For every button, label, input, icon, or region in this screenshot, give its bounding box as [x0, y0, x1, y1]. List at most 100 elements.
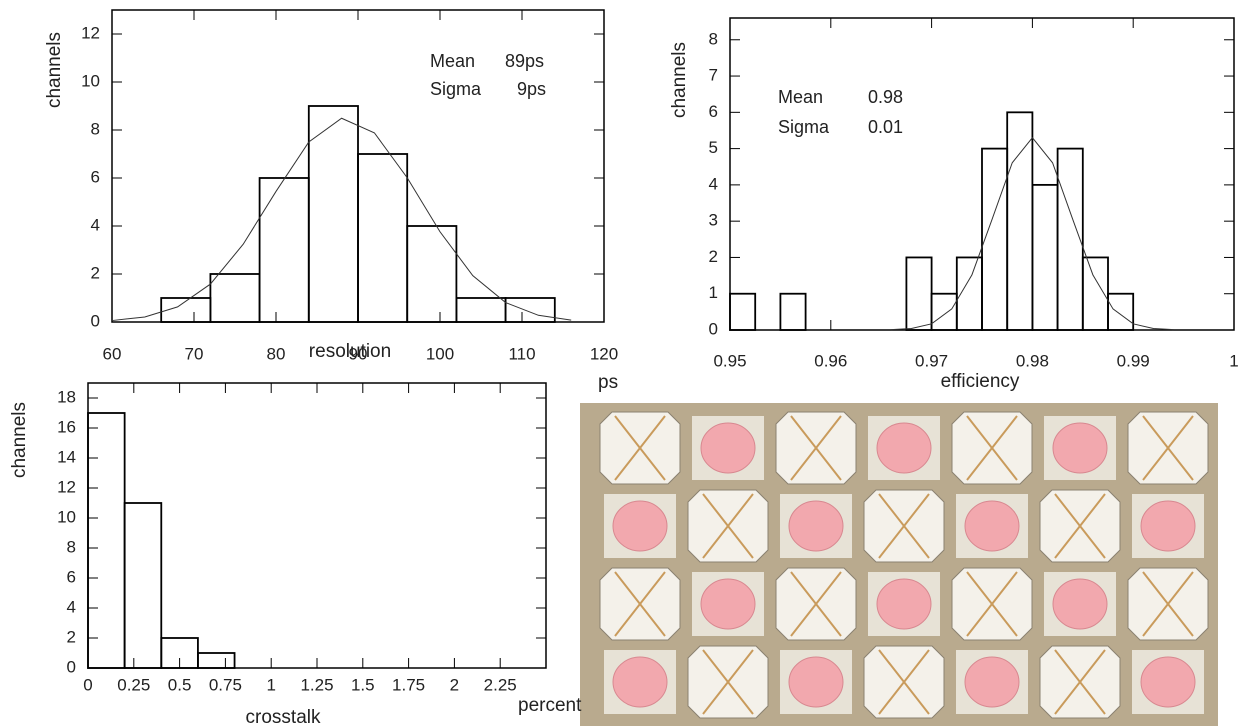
y-tick-label: 7 [709, 66, 718, 85]
photo-band [1142, 415, 1194, 481]
photo-band [614, 415, 666, 481]
fit-curve [111, 117, 572, 322]
y-tick-label: 8 [67, 537, 76, 556]
x-tick-label: 120 [590, 344, 618, 363]
y-axis-label: channels [44, 32, 65, 108]
annotation: 0.01 [868, 117, 903, 137]
x-tick-label: 2.25 [484, 675, 517, 694]
annotation: 89ps [505, 51, 544, 71]
histogram-bar [905, 256, 933, 331]
photo-fiber [1052, 422, 1108, 474]
y-tick-label: 8 [709, 29, 718, 48]
histogram-bar [1031, 183, 1059, 331]
photo-fiber [1140, 656, 1196, 708]
histogram-bar [1107, 292, 1135, 331]
plot-frame [87, 382, 547, 669]
histogram-bar [729, 292, 757, 331]
photo-fiber [700, 578, 756, 630]
photo-band [790, 571, 842, 637]
photo-band [702, 493, 754, 559]
photo-band [1142, 571, 1194, 637]
x-tick-label: 0.75 [209, 675, 242, 694]
y-tick-label: 4 [709, 174, 718, 193]
x-tick-label: 1 [266, 675, 275, 694]
y-tick-label: 2 [67, 627, 76, 646]
histogram-bar [197, 652, 236, 669]
y-tick-label: 6 [67, 567, 76, 586]
histogram-bar [87, 412, 126, 669]
x-tick-label: 1.25 [300, 675, 333, 694]
x-axis-unit: ps [598, 372, 618, 393]
photo-band [1054, 649, 1106, 715]
histogram-bar [209, 273, 261, 323]
photo-band [966, 571, 1018, 637]
y-tick-label: 2 [91, 263, 100, 282]
x-axis-label: crosstalk [246, 707, 321, 726]
photo-band [1054, 493, 1106, 559]
y-axis-label: channels [9, 402, 30, 478]
x-tick-label: 100 [426, 344, 454, 363]
photo-fiber [1140, 500, 1196, 552]
annotation: Sigma [778, 117, 830, 137]
y-tick-label: 14 [57, 447, 76, 466]
photo-fiber [1052, 578, 1108, 630]
y-tick-label: 12 [81, 23, 100, 42]
photo-fiber [876, 422, 932, 474]
x-axis-unit: percent [518, 695, 582, 716]
y-tick-label: 18 [57, 387, 76, 406]
fit-curve [891, 136, 1174, 331]
x-tick-label: 0.95 [713, 351, 746, 370]
histogram-bar [357, 153, 409, 323]
histogram-bar [981, 147, 1009, 331]
y-tick-label: 5 [709, 138, 718, 157]
x-tick-label: 1 [1229, 351, 1238, 370]
y-tick-label: 4 [91, 215, 100, 234]
y-tick-label: 3 [709, 211, 718, 230]
y-tick-label: 8 [91, 119, 100, 138]
photo-fiber [700, 422, 756, 474]
photo [599, 411, 1209, 719]
x-tick-label: 0.98 [1016, 351, 1049, 370]
y-tick-label: 4 [67, 597, 76, 616]
histogram-bar [504, 297, 556, 323]
x-tick-label: 0.97 [915, 351, 948, 370]
x-axis-label: efficiency [941, 371, 1020, 392]
x-tick-label: 0.25 [117, 675, 150, 694]
y-tick-label: 12 [57, 477, 76, 496]
x-tick-label: 1.5 [351, 675, 375, 694]
x-tick-label: 1.75 [392, 675, 425, 694]
histogram-bar [779, 292, 807, 331]
photo-fiber [612, 656, 668, 708]
photo-band [614, 571, 666, 637]
histogram-bar [930, 292, 958, 331]
photo-band [702, 649, 754, 715]
x-tick-label: 2 [450, 675, 459, 694]
annotation: 0.98 [868, 87, 903, 107]
histogram-bar [1056, 147, 1084, 331]
photo-fiber [788, 500, 844, 552]
photo-fiber [876, 578, 932, 630]
annotation: 9ps [517, 79, 546, 99]
histogram-bar [1006, 111, 1034, 331]
x-tick-label: 90 [349, 344, 368, 363]
photo-band [790, 415, 842, 481]
annotation: Mean [778, 87, 823, 107]
photo-fiber [612, 500, 668, 552]
y-tick-label: 0 [91, 311, 100, 330]
y-tick-label: 10 [81, 71, 100, 90]
x-axis-label: resolution [309, 341, 391, 362]
photo-fiber [964, 656, 1020, 708]
histogram-bar [406, 225, 458, 323]
photo-band [878, 493, 930, 559]
y-tick-label: 1 [709, 283, 718, 302]
photo-band [966, 415, 1018, 481]
photo-fiber [964, 500, 1020, 552]
photo-band [878, 649, 930, 715]
photo-fiber [788, 656, 844, 708]
annotation: Sigma [430, 79, 482, 99]
histogram-bar [455, 297, 507, 323]
y-tick-label: 6 [709, 102, 718, 121]
x-tick-label: 70 [185, 344, 204, 363]
